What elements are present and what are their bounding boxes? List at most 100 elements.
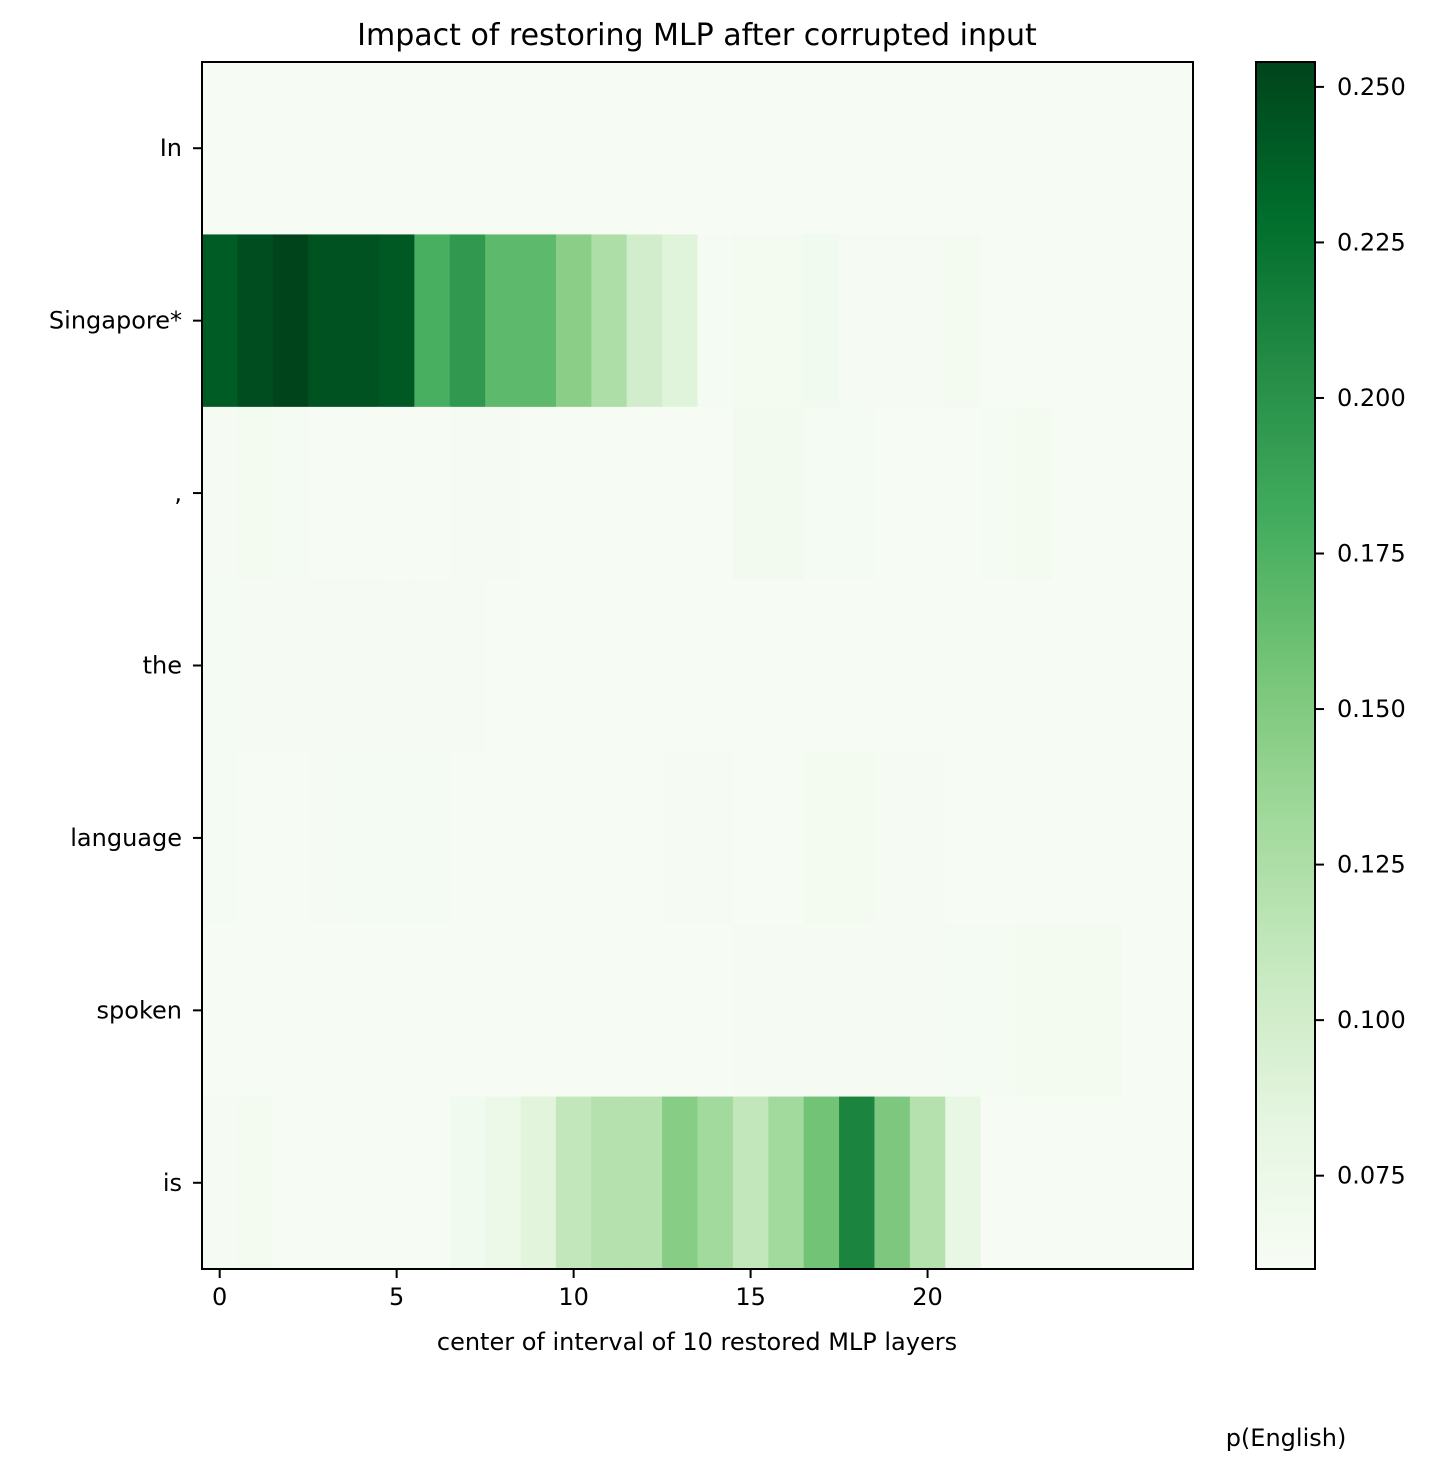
- heatmap-cell: [378, 579, 415, 753]
- heatmap-cell: [803, 751, 840, 925]
- heatmap-cell: [874, 751, 911, 925]
- heatmap-cell: [520, 62, 557, 236]
- heatmap-cell: [945, 579, 982, 753]
- heatmap-cell: [272, 1096, 309, 1270]
- heatmap-cell: [945, 406, 982, 580]
- colorbar: [1255, 61, 1316, 1270]
- heatmap-cell: [520, 751, 557, 925]
- heatmap-cell: [591, 62, 628, 236]
- colorbar-tick-label: 0.125: [1337, 851, 1406, 879]
- heatmap-cell: [980, 62, 1017, 236]
- heatmap-cell: [1086, 751, 1123, 925]
- heatmap-cell: [732, 579, 769, 753]
- heatmap-cell: [909, 1096, 946, 1270]
- heatmap-cell: [343, 924, 380, 1098]
- heatmap-cell: [732, 924, 769, 1098]
- heatmap-cell: [909, 751, 946, 925]
- heatmap-cell: [378, 751, 415, 925]
- heatmap-cell: [697, 579, 734, 753]
- heatmap-cell: [485, 406, 522, 580]
- heatmap-cells: [202, 62, 1194, 1270]
- heatmap-cell: [909, 924, 946, 1098]
- heatmap-cell: [343, 751, 380, 925]
- heatmap-cell: [520, 579, 557, 753]
- heatmap-cell: [378, 1096, 415, 1270]
- heatmap-cell: [1122, 406, 1159, 580]
- heatmap-cell: [308, 234, 345, 408]
- y-tick-label: spoken: [97, 996, 182, 1024]
- heatmap-cell: [980, 1096, 1017, 1270]
- y-axis: In Singapore*, the language spoken is: [49, 134, 202, 1197]
- heatmap-cell: [378, 234, 415, 408]
- heatmap-cell: [449, 1096, 486, 1270]
- heatmap-cell: [1086, 234, 1123, 408]
- heatmap-cell: [697, 1096, 734, 1270]
- heatmap-cell: [697, 924, 734, 1098]
- heatmap-cell: [945, 751, 982, 925]
- heatmap-cell: [343, 62, 380, 236]
- heatmap-cell: [662, 406, 699, 580]
- heatmap-cell: [909, 406, 946, 580]
- heatmap-cell: [343, 1096, 380, 1270]
- heatmap-cell: [1157, 62, 1194, 236]
- heatmap-cell: [1122, 1096, 1159, 1270]
- heatmap-cell: [555, 406, 592, 580]
- y-tick-label: ,: [174, 479, 182, 507]
- colorbar-tick-label: 0.075: [1337, 1162, 1406, 1190]
- heatmap-cell: [343, 234, 380, 408]
- heatmap-cell: [202, 62, 238, 236]
- heatmap-cell: [449, 579, 486, 753]
- heatmap-cell: [520, 234, 557, 408]
- heatmap-cell: [308, 751, 345, 925]
- heatmap-cell: [343, 406, 380, 580]
- heatmap-cell: [591, 579, 628, 753]
- heatmap-cell: [839, 1096, 876, 1270]
- heatmap-cell: [591, 1096, 628, 1270]
- heatmap-cell: [520, 1096, 557, 1270]
- heatmap-cell: [378, 406, 415, 580]
- heatmap-cell: [732, 62, 769, 236]
- heatmap-cell: [874, 1096, 911, 1270]
- heatmap-cell: [1016, 751, 1053, 925]
- x-tick-label: 20: [912, 1283, 943, 1311]
- heatmap-cell: [237, 924, 274, 1098]
- heatmap-cell: [237, 579, 274, 753]
- heatmap-cell: [768, 406, 805, 580]
- heatmap-cell: [485, 1096, 522, 1270]
- heatmap-cell: [343, 579, 380, 753]
- heatmap-cell: [803, 234, 840, 408]
- heatmap-cell: [1051, 62, 1088, 236]
- heatmap-cell: [874, 406, 911, 580]
- heatmap-cell: [839, 751, 876, 925]
- heatmap-cell: [768, 62, 805, 236]
- heatmap-cell: [1122, 751, 1159, 925]
- heatmap-cell: [414, 924, 451, 1098]
- heatmap-cell: [803, 1096, 840, 1270]
- colorbar-tick-label: 0.250: [1337, 73, 1406, 101]
- heatmap-cell: [945, 1096, 982, 1270]
- heatmap-cell: [555, 924, 592, 1098]
- heatmap-cell: [626, 1096, 663, 1270]
- heatmap-cell: [839, 924, 876, 1098]
- chart-title: Impact of restoring MLP after corrupted …: [357, 18, 1037, 53]
- heatmap-cell: [1051, 579, 1088, 753]
- heatmap-cell: [1051, 924, 1088, 1098]
- heatmap-cell: [768, 924, 805, 1098]
- heatmap-cell: [1157, 234, 1194, 408]
- heatmap-cell: [945, 234, 982, 408]
- heatmap-cell: [591, 924, 628, 1098]
- heatmap-cell: [1016, 234, 1053, 408]
- heatmap-cell: [591, 751, 628, 925]
- x-axis-label: center of interval of 10 restored MLP la…: [437, 1328, 957, 1356]
- heatmap-cell: [839, 406, 876, 580]
- heatmap-cell: [414, 406, 451, 580]
- heatmap-cell: [1086, 924, 1123, 1098]
- heatmap-cell: [520, 924, 557, 1098]
- heatmap-cell: [414, 579, 451, 753]
- heatmap-cell: [1086, 1096, 1123, 1270]
- heatmap-cell: [202, 406, 238, 580]
- heatmap-cell: [1016, 1096, 1053, 1270]
- x-tick-label: 10: [558, 1283, 589, 1311]
- heatmap-cell: [945, 924, 982, 1098]
- heatmap-cell: [1016, 62, 1053, 236]
